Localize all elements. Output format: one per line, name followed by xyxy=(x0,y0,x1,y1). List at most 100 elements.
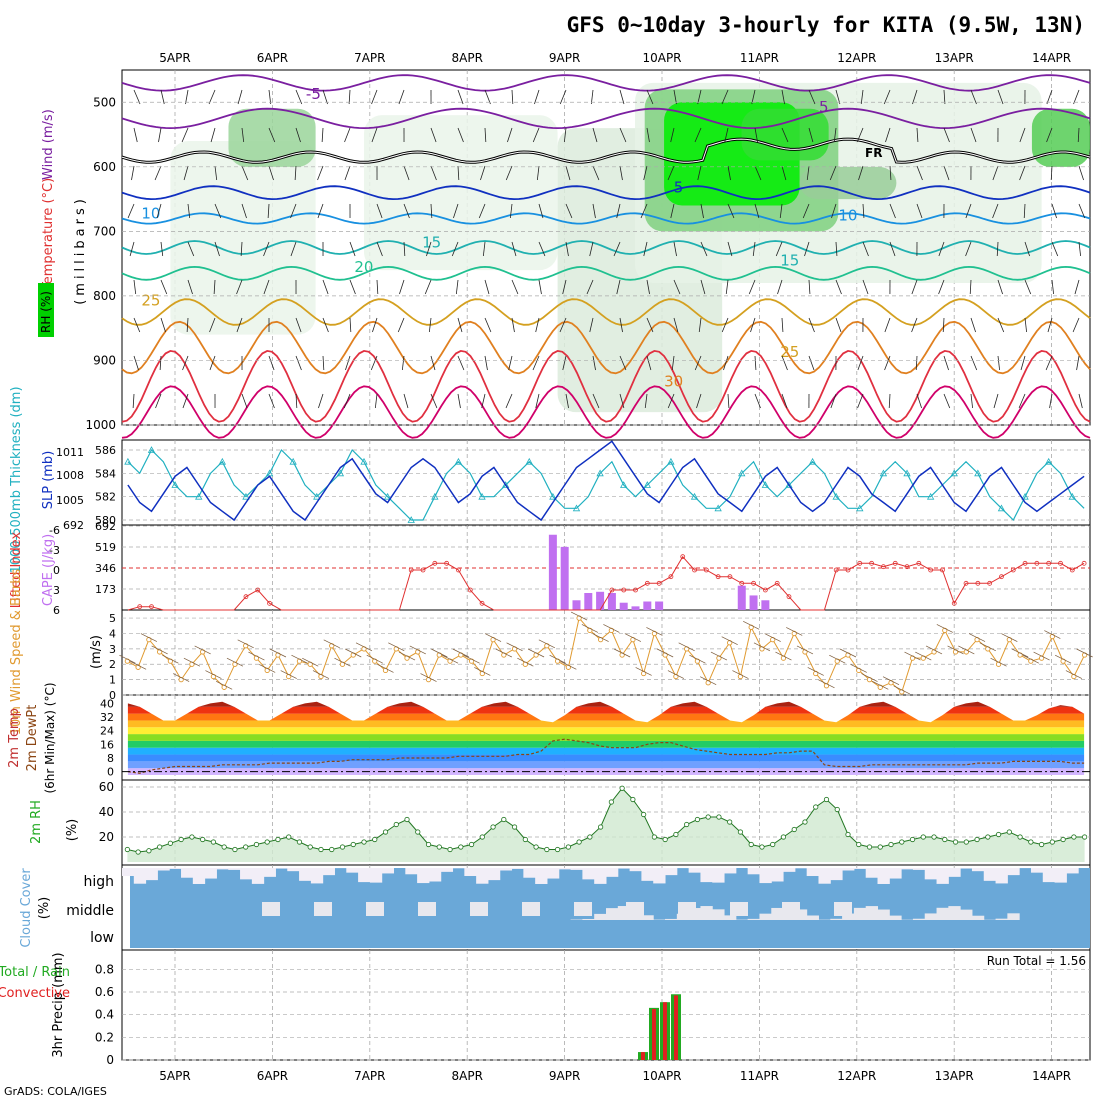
rh2m-point xyxy=(684,822,688,826)
wind-barb xyxy=(458,356,464,370)
cloud-high-gap xyxy=(476,868,488,884)
rh2m-point xyxy=(792,827,796,831)
date-label-bottom: 7APR xyxy=(354,1069,385,1083)
pressure-tick: 700 xyxy=(93,224,116,238)
contour-label: 30 xyxy=(664,372,683,390)
cloud-high-gap xyxy=(417,868,429,883)
cloud-mid-gap xyxy=(960,910,972,920)
cloud-high-gap xyxy=(193,868,205,884)
rh2m-point xyxy=(964,840,968,844)
slp-tick: 1011 xyxy=(56,446,84,459)
wind-barb xyxy=(943,318,944,332)
cape-bar xyxy=(761,600,769,610)
cloud-high-gap xyxy=(854,868,866,869)
wind-barb xyxy=(998,356,1000,370)
cloud-mid-gap xyxy=(262,902,280,916)
rh2m-point xyxy=(577,840,581,844)
wind-barb xyxy=(1052,280,1054,294)
wind-barb xyxy=(728,394,729,408)
cape-bar xyxy=(596,592,604,610)
rh2m-point xyxy=(738,830,742,834)
rh2m-point xyxy=(125,847,129,851)
rh2m-point xyxy=(986,835,990,839)
cloud-high-gap xyxy=(252,868,264,884)
temp-axis-label: Temperature (°C) xyxy=(41,178,56,291)
cloud-high-gap xyxy=(653,868,665,883)
rh2m-point xyxy=(362,840,366,844)
cloud-high-gap xyxy=(559,868,571,869)
rh-shading xyxy=(1032,109,1090,167)
cape-bar xyxy=(738,586,746,610)
wind-barb xyxy=(345,128,350,142)
cloud-high-gap xyxy=(311,868,323,883)
cloud-high-gap xyxy=(500,868,512,870)
precip-tick: 0.8 xyxy=(95,962,114,976)
cloud-mid-gap xyxy=(606,908,618,920)
cloud-level-label: middle xyxy=(66,903,114,919)
wind-barb xyxy=(1046,356,1052,370)
upper-axis-labels: Wind (m/s)Temperature (°C)(millibars) xyxy=(41,109,88,305)
wind-barb xyxy=(296,356,301,370)
rh2m-point xyxy=(200,837,204,841)
wind-barb xyxy=(404,394,408,408)
cloud-high-gap xyxy=(630,868,642,871)
cloud-axis-label: Cloud Cover xyxy=(19,868,34,948)
wind-barb xyxy=(917,394,922,408)
rh2m-point xyxy=(760,845,764,849)
date-label-bottom: 13APR xyxy=(935,1069,974,1083)
cape-bar xyxy=(750,595,758,610)
thickness-tick: 584 xyxy=(95,467,116,480)
wind-barb xyxy=(836,318,841,332)
cloud-high-gap xyxy=(830,868,842,880)
precip-conv-bar xyxy=(674,995,678,1060)
cloud-high-gap xyxy=(641,868,653,881)
rh2m-point xyxy=(373,837,377,841)
rh-shading xyxy=(170,141,315,335)
cape-tick: 173 xyxy=(95,583,116,596)
wind-barb xyxy=(323,356,324,370)
date-label-top: 12APR xyxy=(837,51,876,65)
rh2m-point xyxy=(383,830,387,834)
cloud-high-gap xyxy=(228,868,240,870)
rh2m-point xyxy=(889,842,893,846)
cloud-high-gap xyxy=(984,868,996,881)
wind-barb xyxy=(1079,394,1082,408)
mb-axis-label: (millibars) xyxy=(73,195,88,305)
wind-barb xyxy=(161,318,166,332)
wind-barb xyxy=(132,166,134,180)
cloud-high-gap xyxy=(370,868,382,883)
wind-barb xyxy=(344,394,350,408)
rh2m-point xyxy=(620,786,624,790)
wind-barb xyxy=(130,242,134,256)
rh2m-point xyxy=(663,837,667,841)
temp-tick: 32 xyxy=(100,711,114,724)
cloud-high-gap xyxy=(571,868,583,870)
cloud-high-gap xyxy=(122,868,134,876)
cape-tick: 692 xyxy=(95,520,116,533)
cloud-high-gap xyxy=(287,868,299,871)
wind-barb xyxy=(485,280,489,294)
cloud-mid-gap xyxy=(782,902,800,916)
rh2m-point xyxy=(211,840,215,844)
cloud-mid-gap xyxy=(807,915,819,920)
cloud-high-gap xyxy=(405,868,417,874)
precip-tick: 0.2 xyxy=(95,1030,114,1044)
rh2m-point xyxy=(566,845,570,849)
temp-band xyxy=(122,734,1090,741)
rh2m-point xyxy=(609,800,613,804)
wind-barb xyxy=(134,90,140,104)
cloud-mid-gap xyxy=(834,902,852,916)
rh2m-point xyxy=(1029,840,1033,844)
cloud-high-gap xyxy=(665,868,677,875)
cloud-high-gap xyxy=(748,868,760,874)
cloud-mid-gap xyxy=(948,906,960,920)
panel-precip xyxy=(122,950,1090,1060)
rh2m-point xyxy=(1050,840,1054,844)
chart-title: GFS 0~10day 3-hourly for KITA (9.5W, 13N… xyxy=(567,13,1085,37)
slp-tick: 1005 xyxy=(56,494,84,507)
wind-barb xyxy=(998,318,1004,332)
wind-barb xyxy=(375,394,377,408)
temp-band xyxy=(122,748,1090,755)
